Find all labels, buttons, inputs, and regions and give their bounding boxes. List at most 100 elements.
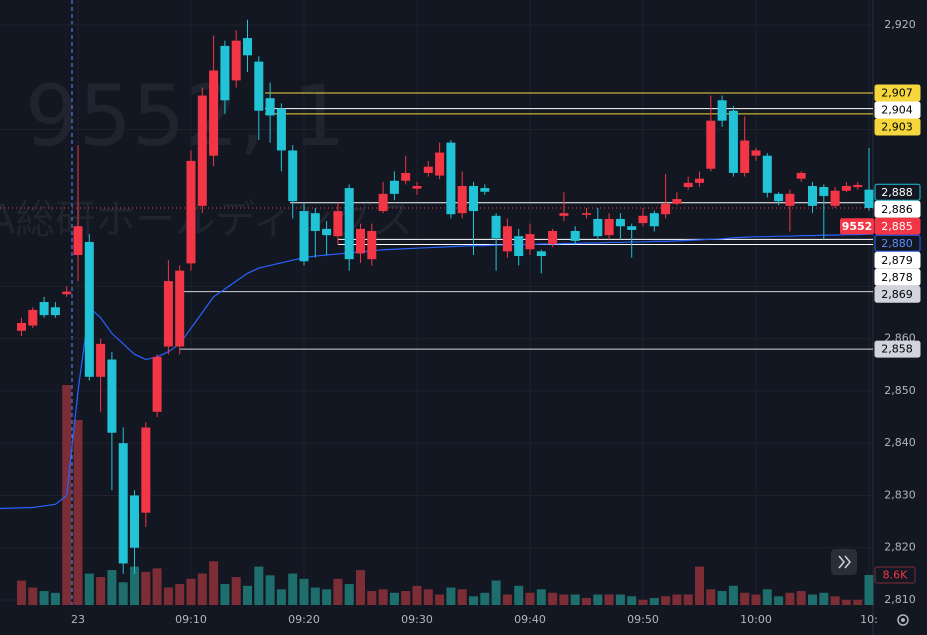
x-tick-label: 09:30 xyxy=(401,613,433,626)
axis-layer: 2,9202,9002,8702,8602,8502,8402,8302,820… xyxy=(71,18,921,626)
candle-body xyxy=(265,98,275,116)
candle-body xyxy=(796,172,806,179)
volume-bar xyxy=(604,594,614,605)
candle-body xyxy=(853,184,863,188)
y-tick-label: 2,920 xyxy=(884,18,916,31)
gear-center[interactable] xyxy=(901,618,905,622)
settings-button[interactable] xyxy=(897,614,909,626)
price-label-box xyxy=(874,268,921,286)
volume-bar xyxy=(627,596,637,605)
volume-bar xyxy=(570,594,580,605)
candle-body xyxy=(785,193,795,206)
candle-body xyxy=(582,213,591,215)
price-label: 2,858 xyxy=(881,343,913,356)
candle-body xyxy=(130,495,139,548)
volume-bar xyxy=(344,584,354,605)
volume-bar xyxy=(683,594,693,605)
volume-bar xyxy=(841,599,851,605)
price-label-box xyxy=(874,84,921,102)
volume-bar xyxy=(175,584,185,605)
volume-bar xyxy=(28,587,38,605)
price-label: 2,885 xyxy=(881,220,913,233)
volume-bar xyxy=(559,594,569,605)
price-label-box xyxy=(874,183,921,201)
candle-body xyxy=(220,45,230,101)
volume-bar xyxy=(536,589,546,605)
x-tick-label: 10:00 xyxy=(740,613,772,626)
price-label-box xyxy=(874,200,921,218)
candle-body xyxy=(525,234,535,250)
volume-bar xyxy=(39,591,49,605)
volume-bar xyxy=(118,582,128,605)
volume-bar xyxy=(288,573,298,605)
watermark: 9552, 1 xyxy=(25,67,346,165)
candle-body xyxy=(706,120,716,169)
candle-body xyxy=(819,187,829,196)
candle-body xyxy=(751,150,761,156)
candle-body xyxy=(50,307,60,316)
candle-body xyxy=(627,226,637,230)
candle-body xyxy=(695,178,704,183)
candle-body xyxy=(322,228,332,236)
volume-bar xyxy=(819,592,829,605)
volume-bar xyxy=(84,573,94,605)
candle-body xyxy=(615,218,625,227)
candle-body xyxy=(310,213,320,231)
price-label: 2,869 xyxy=(881,288,913,301)
volume-label-box xyxy=(874,566,916,584)
volume-bar xyxy=(163,587,173,605)
gear-icon[interactable] xyxy=(897,614,909,626)
price-label: 2,904 xyxy=(881,103,913,116)
volume-bar xyxy=(412,585,422,605)
scroll-button[interactable] xyxy=(831,549,857,575)
volume-bar xyxy=(661,596,671,605)
vwap-line xyxy=(0,233,873,510)
x-tick-label: 09:40 xyxy=(514,613,546,626)
grid xyxy=(0,0,873,605)
volume-bar xyxy=(367,591,377,605)
volume-bar xyxy=(751,594,761,605)
candle-body xyxy=(288,150,298,202)
volume-bar xyxy=(96,577,106,605)
volume-bar xyxy=(774,596,784,605)
volume-bar xyxy=(378,589,388,605)
candle-body xyxy=(141,427,151,513)
candle-body xyxy=(638,215,648,224)
volume-bar xyxy=(73,419,83,605)
y-tick-label: 2,810 xyxy=(884,593,916,606)
volume-bar xyxy=(808,594,817,605)
price-label: 2,886 xyxy=(881,203,913,216)
volume-bar xyxy=(548,592,558,605)
scroll-icon[interactable] xyxy=(838,555,851,569)
candle-layer xyxy=(0,19,874,574)
candle-body xyxy=(502,226,512,252)
candle-body xyxy=(163,281,173,347)
candle-body xyxy=(830,190,840,206)
volume-bar xyxy=(197,573,207,605)
volume-bar xyxy=(864,574,874,605)
volume-bar xyxy=(615,594,625,605)
candle-body xyxy=(401,172,411,181)
price-label: 2,907 xyxy=(881,86,913,99)
volume-bar xyxy=(130,566,139,605)
volume-bar xyxy=(480,592,490,605)
volume-bar xyxy=(525,592,535,605)
candle-body xyxy=(423,166,433,173)
candle-body xyxy=(276,108,286,151)
volume-bar xyxy=(356,570,365,605)
candle-body xyxy=(62,291,72,295)
price-label: 2,878 xyxy=(881,271,913,284)
candle-body xyxy=(435,152,445,176)
candle-body xyxy=(864,189,874,208)
candle-body xyxy=(808,186,817,206)
candle-body xyxy=(457,186,467,214)
candle-body xyxy=(197,95,207,206)
volume-bar xyxy=(446,587,456,605)
volume-bar xyxy=(706,589,716,605)
candle-body xyxy=(604,218,614,236)
candle-body xyxy=(683,182,693,188)
candle-body xyxy=(118,443,128,564)
candle-body xyxy=(389,180,399,194)
volume-bar xyxy=(830,596,840,605)
